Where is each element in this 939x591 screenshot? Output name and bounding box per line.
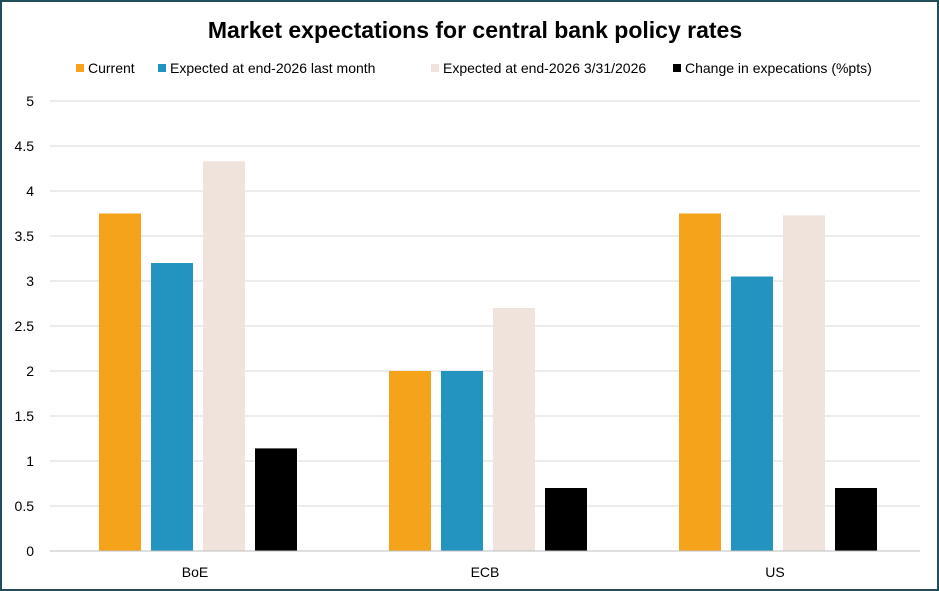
legend-item: Current <box>76 60 135 76</box>
legend-swatch <box>76 64 84 72</box>
x-tick-label: BoE <box>182 564 208 580</box>
legend-swatch <box>431 64 439 72</box>
y-axis: 0 0.5 1 1.5 2 2.5 3 3.5 4 4.5 5 <box>15 93 35 559</box>
y-tick-label: 1.5 <box>15 408 35 424</box>
legend: Current Expected at end-2026 last month Ex… <box>76 60 872 76</box>
bar-ecb-series-4 <box>545 488 587 551</box>
y-tick-label: 2 <box>26 363 34 379</box>
y-tick-label: 3 <box>26 273 34 289</box>
legend-item: Expected at end-2026 3/31/2026 <box>431 60 646 76</box>
y-tick-label: 0.5 <box>15 498 35 514</box>
legend-swatch <box>158 64 166 72</box>
bar-boe-series-2 <box>151 263 193 551</box>
bar-us-series-1 <box>679 213 721 551</box>
bar-ecb-series-2 <box>441 371 483 551</box>
legend-item: Change in expecations (%pts) <box>673 60 872 76</box>
x-tick-label: ECB <box>471 564 500 580</box>
legend-item: Expected at end-2026 last month <box>158 60 375 76</box>
bar-ecb-series-3 <box>493 308 535 551</box>
legend-swatch <box>673 64 681 72</box>
y-tick-label: 3.5 <box>15 228 35 244</box>
bar-boe-series-3 <box>203 161 245 552</box>
y-tick-label: 1 <box>26 453 34 469</box>
legend-label: Current <box>88 60 135 76</box>
bar-boe-series-1 <box>99 213 141 551</box>
legend-label: Expected at end-2026 last month <box>170 60 375 76</box>
bar-us-series-3 <box>783 215 825 552</box>
bar-boe-series-4 <box>255 448 297 551</box>
y-tick-label: 2.5 <box>15 318 35 334</box>
y-tick-label: 0 <box>26 543 34 559</box>
bar-ecb-series-1 <box>389 371 431 551</box>
bar-us-series-2 <box>731 276 773 551</box>
bar-us-series-4 <box>835 488 877 551</box>
y-tick-label: 4.5 <box>15 138 35 154</box>
x-axis: BoE ECB US <box>50 550 920 580</box>
gridlines <box>50 100 920 507</box>
legend-label: Expected at end-2026 3/31/2026 <box>443 60 646 76</box>
y-tick-label: 4 <box>26 183 34 199</box>
legend-label: Change in expecations (%pts) <box>685 60 872 76</box>
chart-title: Market expectations for central bank pol… <box>208 17 742 43</box>
x-tick-label: US <box>765 564 784 580</box>
y-tick-label: 5 <box>26 93 34 109</box>
bars <box>99 161 877 552</box>
